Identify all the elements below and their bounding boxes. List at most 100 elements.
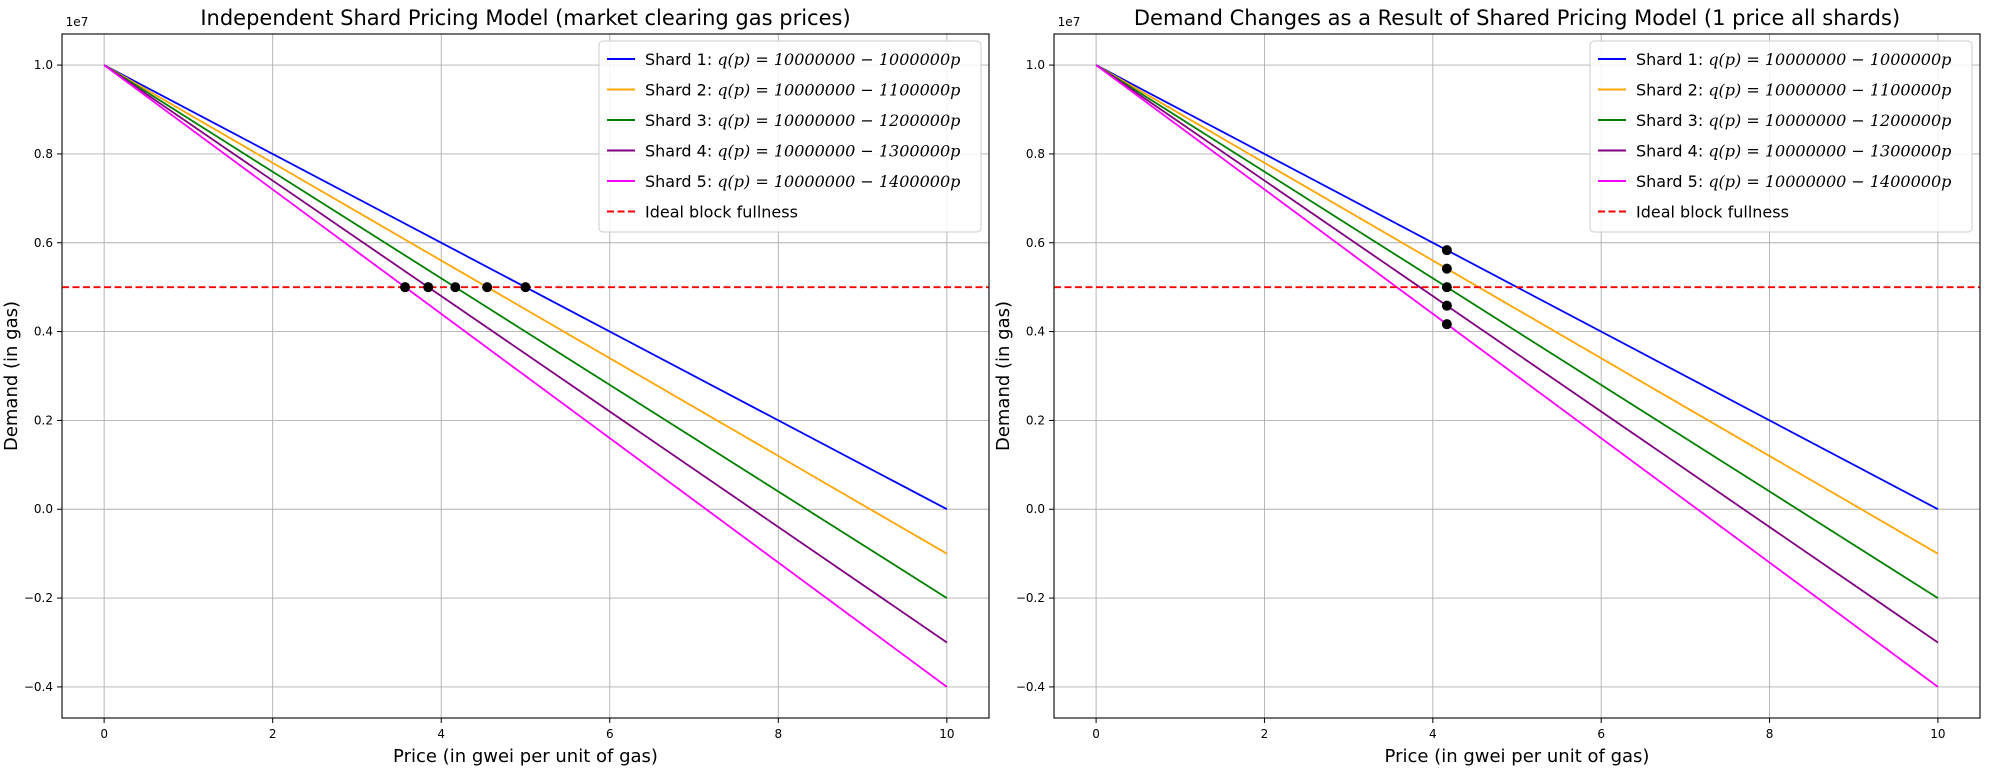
legend-box xyxy=(1589,40,1973,233)
legend-entry-shard-5: Shard 5: q(p) = 10000000 − 1400000p xyxy=(1636,172,1951,191)
legend-entry-shard-3: Shard 3: q(p) = 10000000 − 1200000p xyxy=(1636,111,1951,130)
series-line-shard-2 xyxy=(103,64,948,555)
legend-formula-lhs: q(p) = xyxy=(1708,111,1765,130)
x-tick-label: 10 xyxy=(939,727,954,741)
x-tick-label: 0 xyxy=(1092,727,1100,741)
chart-title: Independent Shard Pricing Model (market … xyxy=(200,6,850,30)
grid xyxy=(1054,34,1980,718)
x-tick-label: 2 xyxy=(1261,727,1269,741)
legend-separator: : xyxy=(707,172,717,191)
legend-series-name: Shard 3 xyxy=(1636,111,1698,130)
data-point xyxy=(1441,282,1452,293)
legend-formula-lhs: q(p) = xyxy=(1708,50,1765,69)
legend-separator: : xyxy=(1698,111,1708,130)
legend-formula-rhs: 10000000 − 1200000p xyxy=(774,111,961,130)
legend-formula-lhs: q(p) = xyxy=(717,81,774,100)
legend-formula-rhs: 10000000 − 1000000p xyxy=(1765,50,1952,69)
legend-series-name: Shard 5 xyxy=(1636,172,1698,191)
y-tick-label: 0.2 xyxy=(34,413,53,427)
legend-formula-lhs: q(p) = xyxy=(717,50,774,69)
legend-formula-lhs: q(p) = xyxy=(1708,142,1765,161)
data-point xyxy=(423,282,434,293)
y-tick-label: 0.4 xyxy=(1026,325,1045,339)
series-line-shard-4 xyxy=(1095,64,1939,644)
x-tick-label: 8 xyxy=(774,727,782,741)
axes-frame xyxy=(61,33,990,719)
data-point xyxy=(1441,300,1452,311)
x-tick-label: 4 xyxy=(437,727,445,741)
legend-separator: : xyxy=(1698,50,1708,69)
y-tick-label: 0.8 xyxy=(1026,147,1045,161)
y-tick-label: 1.0 xyxy=(34,58,53,72)
y-axis-label: Demand (in gas) xyxy=(993,301,1014,451)
legend-formula-rhs: 10000000 − 1400000p xyxy=(1765,172,1952,191)
legend-entry-reference: Ideal block fullness xyxy=(645,203,798,222)
y-offset-label: 1e7 xyxy=(1058,15,1081,29)
x-axis-label: Price (in gwei per unit of gas) xyxy=(1385,746,1650,767)
y-tick-label: 0.6 xyxy=(34,236,53,250)
legend-separator: : xyxy=(707,111,717,130)
y-tick-label: 0.0 xyxy=(1026,502,1045,516)
x-tick-label: 2 xyxy=(269,727,277,741)
y-tick-label: −0.4 xyxy=(24,680,53,694)
legend-formula-rhs: 10000000 − 1100000p xyxy=(774,81,961,100)
legend-entry-shard-4: Shard 4: q(p) = 10000000 − 1300000p xyxy=(645,142,960,161)
data-point xyxy=(1441,319,1452,330)
legend-formula-rhs: 10000000 − 1300000p xyxy=(774,142,961,161)
series-line-shard-3 xyxy=(1095,64,1939,599)
legend-entry-reference: Ideal block fullness xyxy=(1636,203,1789,222)
legend-separator: : xyxy=(1698,142,1708,161)
legend-entry-shard-1: Shard 1: q(p) = 10000000 − 1000000p xyxy=(1636,50,1951,69)
series-line-shard-2 xyxy=(1095,64,1939,555)
legend-formula-lhs: q(p) = xyxy=(1708,172,1765,191)
x-tick-label: 8 xyxy=(1766,727,1774,741)
legend: Shard 1: q(p) = 10000000 − 1000000p Shard… xyxy=(598,40,982,233)
legend-formula-rhs: 10000000 − 1200000p xyxy=(1765,111,1952,130)
legend-formula-lhs: q(p) = xyxy=(717,172,774,191)
legend-series-name: Shard 3 xyxy=(645,111,707,130)
legend-formula-lhs: q(p) = xyxy=(1708,81,1765,100)
series-line-shard-3 xyxy=(103,64,948,599)
legend-formula-lhs: q(p) = xyxy=(717,142,774,161)
y-tick-label: −0.4 xyxy=(1016,680,1045,694)
legend-separator: : xyxy=(707,142,717,161)
legend-series-name: Shard 4 xyxy=(1636,142,1698,161)
legend-series-name: Shard 1 xyxy=(1636,50,1698,69)
x-tick-label: 6 xyxy=(606,727,614,741)
data-point xyxy=(520,282,531,293)
legend-separator: : xyxy=(1698,81,1708,100)
legend-entry-shard-3: Shard 3: q(p) = 10000000 − 1200000p xyxy=(645,111,960,130)
chart-panel-1: 0 2 4 6 8 10 −0.4 −0.2 0.0 0.2 0.4 0.6 0.8 1.0 1e7 Inde… xyxy=(1,6,990,767)
x-axis-label: Price (in gwei per unit of gas) xyxy=(393,746,658,767)
x-tick-label: 6 xyxy=(1597,727,1605,741)
y-tick-label: 0.6 xyxy=(1026,236,1045,250)
y-axis-label: Demand (in gas) xyxy=(1,301,22,451)
legend-formula-rhs: 10000000 − 1100000p xyxy=(1765,81,1952,100)
y-tick-label: 1.0 xyxy=(1026,58,1045,72)
y-tick-label: −0.2 xyxy=(1016,591,1045,605)
series-line-shard-5 xyxy=(1095,64,1939,688)
legend-entry-shard-5: Shard 5: q(p) = 10000000 − 1400000p xyxy=(645,172,960,191)
data-point xyxy=(450,282,461,293)
legend-formula-rhs: 10000000 − 1000000p xyxy=(774,50,961,69)
data-point xyxy=(400,282,411,293)
legend-series-name: Shard 4 xyxy=(645,142,707,161)
chart-panel-2: 0 2 4 6 8 10 −0.4 −0.2 0.0 0.2 0.4 0.6 0.8 1.0 1e7 Dema… xyxy=(993,6,1981,767)
legend-formula-rhs: 10000000 − 1400000p xyxy=(774,172,961,191)
data-point xyxy=(1441,245,1452,256)
legend-separator: : xyxy=(1698,172,1708,191)
x-tick-label: 4 xyxy=(1429,727,1437,741)
legend-entry-shard-4: Shard 4: q(p) = 10000000 − 1300000p xyxy=(1636,142,1951,161)
legend-separator: : xyxy=(707,81,717,100)
y-tick-label: 0.4 xyxy=(34,325,53,339)
y-tick-label: 0.2 xyxy=(1026,413,1045,427)
legend-box xyxy=(598,40,982,233)
x-tick-label: 10 xyxy=(1930,727,1945,741)
legend-series-name: Shard 1 xyxy=(645,50,707,69)
data-point xyxy=(1441,263,1452,274)
y-tick-label: 0.8 xyxy=(34,147,53,161)
legend-series-name: Shard 5 xyxy=(645,172,707,191)
series-line-shard-5 xyxy=(103,64,948,688)
y-tick-label: 0.0 xyxy=(34,502,53,516)
